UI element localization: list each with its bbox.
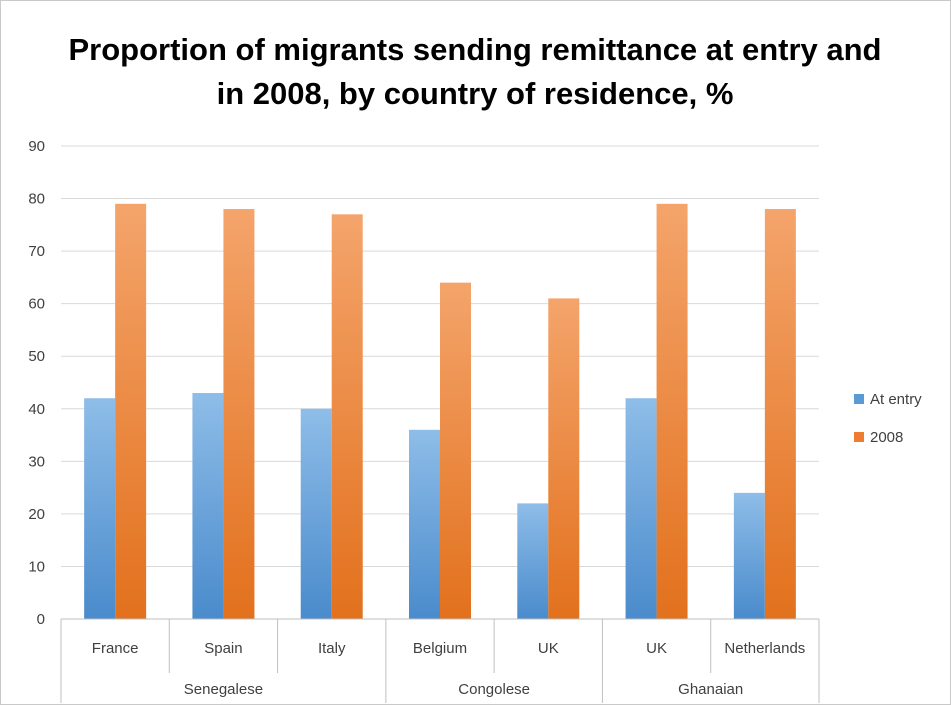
- y-tick-label-60: 60: [28, 296, 45, 313]
- x-category-label-7: Netherlands: [724, 640, 805, 657]
- x-category-label-2: Spain: [204, 640, 242, 657]
- y-tick-label-10: 10: [28, 558, 45, 575]
- bar-at-entry-4: [409, 429, 440, 619]
- x-group-label-1: Senegalese: [184, 681, 263, 698]
- y-tick-label-90: 90: [28, 138, 45, 155]
- bar-at-entry-6: [625, 398, 657, 619]
- y-tick-label-70: 70: [28, 243, 45, 260]
- bar-2008-7: [764, 209, 796, 620]
- legend-swatch-2: [854, 432, 864, 442]
- bar-2008-3: [331, 214, 363, 620]
- legend-label-1: At entry: [870, 391, 922, 408]
- x-category-label-5: UK: [538, 640, 559, 657]
- bar-2008-5: [548, 298, 580, 619]
- bar-at-entry-2: [192, 393, 224, 619]
- bar-at-entry-3: [300, 408, 332, 619]
- bar-2008-1: [115, 203, 147, 620]
- legend-label-2: 2008: [870, 429, 903, 446]
- bar-2008-6: [656, 203, 688, 620]
- bars: [84, 203, 796, 620]
- x-group-label-3: Ghanaian: [678, 681, 743, 698]
- y-tick-label-80: 80: [28, 191, 45, 208]
- bar-2008-4: [440, 282, 471, 619]
- bar-at-entry-1: [84, 398, 116, 619]
- y-tick-label-0: 0: [37, 611, 45, 628]
- y-tick-label-50: 50: [28, 348, 45, 365]
- axes: 0 10 20 30 40 50 60 70 80 90 France Spain Italy Belgi…: [28, 138, 820, 703]
- bar-at-entry-5: [517, 503, 549, 619]
- x-group-label-2: Congolese: [458, 681, 530, 698]
- y-tick-label-20: 20: [28, 506, 45, 523]
- y-tick-label-30: 30: [28, 453, 45, 470]
- legend-swatch-1: [854, 394, 864, 404]
- chart-title: Proportion of migrants sending remittanc…: [68, 32, 882, 111]
- bar-at-entry-7: [733, 492, 765, 619]
- x-category-label-4: Belgium: [413, 640, 467, 657]
- x-category-label-1: France: [92, 640, 139, 657]
- x-category-label-3: Italy: [318, 640, 346, 657]
- y-tick-label-40: 40: [28, 401, 45, 418]
- x-category-label-6: UK: [646, 640, 667, 657]
- legend: At entry 2008: [854, 391, 922, 446]
- bar-2008-2: [223, 209, 255, 620]
